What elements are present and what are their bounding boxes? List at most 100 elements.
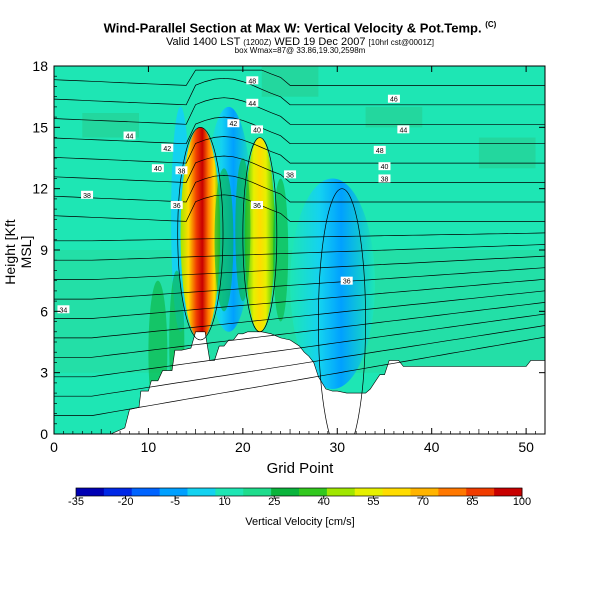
colorbar-swatch <box>299 488 328 496</box>
colorbar-frame <box>75 487 523 497</box>
theta-label: 38 <box>81 190 94 200</box>
theta-label: 34 <box>57 305 70 314</box>
colorbar-tick-label: 85 <box>466 496 478 508</box>
y-tick-label: 18 <box>32 58 48 74</box>
theta-label-box <box>246 76 259 85</box>
theta-label: 38 <box>284 170 297 179</box>
theta-label-text: 38 <box>286 172 294 179</box>
valid-date: WED 19 Dec 2007 <box>274 36 366 48</box>
theta-label-box <box>161 143 174 152</box>
theta-label-text: 34 <box>60 307 68 314</box>
chart-valid-time: Valid 1400 LST (1200Z) WED 19 Dec 2007 [… <box>0 36 600 48</box>
theta-contour <box>54 116 545 145</box>
theta-label-box <box>246 98 259 107</box>
colorbar-tick-label: 10 <box>219 496 231 508</box>
colorbar-swatch <box>382 488 411 496</box>
theta-contour <box>54 290 545 339</box>
colorbar-swatch <box>103 488 133 496</box>
theta-contour <box>54 232 545 242</box>
theta-label-box <box>81 190 94 199</box>
colorbar: -35 -20 -5 10 25 40 55 70 85 100 <box>68 487 531 508</box>
x-tick-label: 50 <box>518 439 534 455</box>
theta-label-text: 44 <box>248 101 256 108</box>
colorbar-tick-label: 25 <box>268 496 280 508</box>
theta-contour <box>54 336 545 416</box>
theta-label: 44 <box>246 98 259 108</box>
theta-contour <box>54 267 545 300</box>
colorbar-swatch <box>215 488 244 496</box>
x-tick-label: 40 <box>424 439 440 455</box>
theta-label-text: 42 <box>230 121 238 128</box>
x-tick-label: 10 <box>141 439 157 455</box>
theta-label: 40 <box>151 164 164 173</box>
theta-label: 48 <box>246 76 259 85</box>
colorbar-swatch <box>271 488 300 496</box>
theta-label-box <box>151 164 164 173</box>
upper-band-1 <box>261 66 319 97</box>
theta-label-text: 44 <box>126 134 134 141</box>
theta-labels: 44 44 48 46 44 42 40 38 42 40 48 40 38 38 38 36 36 36 34 <box>57 76 410 314</box>
theta-contour <box>54 77 545 106</box>
green-column-0 <box>214 168 234 312</box>
theta-label-box <box>340 276 353 285</box>
theta-label: 36 <box>340 276 353 286</box>
colorbar-tick-label: 100 <box>513 496 531 508</box>
theta-label-text: 38 <box>381 176 389 183</box>
colorbar-tick-label: -20 <box>118 496 134 508</box>
theta-label: 38 <box>175 166 188 175</box>
theta-label-text: 48 <box>376 148 384 155</box>
upper-band-2 <box>365 106 423 128</box>
theta-contour <box>54 255 545 280</box>
downdraft-region-0 <box>290 178 376 390</box>
valid-label: Valid 1400 LST <box>166 36 241 48</box>
theta-label: 46 <box>387 94 400 104</box>
theta-label-text: 36 <box>343 279 351 286</box>
updraft-core-1 <box>244 137 275 332</box>
x-tick-label: 20 <box>235 439 251 455</box>
colorbar-tick-label: -35 <box>68 496 84 508</box>
theta-label-text: 38 <box>178 168 186 175</box>
theta-label-box <box>397 125 410 134</box>
theta-label-box <box>378 162 391 171</box>
colorbar-label: Vertical Velocity [cm/s] <box>245 516 355 528</box>
theta-label-text: 42 <box>163 146 171 153</box>
theta-label-text: 38 <box>83 193 91 200</box>
theta-label: 44 <box>397 125 410 134</box>
theta-label-text: 44 <box>399 127 407 134</box>
theta-label-text: 48 <box>248 78 256 85</box>
x-axis-label: Grid Point <box>266 460 334 477</box>
chart-title-text: Wind-Parallel Section at Max W: Vertical… <box>103 20 482 36</box>
theta-label-box <box>387 94 400 103</box>
theta-label-box <box>227 119 240 128</box>
theta-contour <box>54 136 545 164</box>
theta-contour <box>54 278 545 319</box>
green-column-2 <box>273 178 289 322</box>
terrain <box>54 331 545 434</box>
chart-title-superscript: (C) <box>485 20 497 29</box>
plot-area <box>54 66 545 434</box>
theta-label: 42 <box>227 119 240 128</box>
colorbar-swatch <box>131 488 161 496</box>
colorbar-swatch <box>187 488 216 496</box>
theta-label-box <box>123 131 136 140</box>
downdraft-outline <box>318 188 366 434</box>
colorbar-tick-label: -5 <box>170 496 180 508</box>
colorbar-tick-label: 70 <box>417 496 429 508</box>
theta-label: 40 <box>378 162 391 171</box>
theta-label: 36 <box>170 201 183 210</box>
colorbar-swatch <box>410 488 439 496</box>
y-tick-label: 0 <box>40 426 48 442</box>
theta-contour <box>54 325 545 397</box>
theta-contour <box>54 302 545 358</box>
colorbar-swatch <box>243 488 272 496</box>
theta-label-box <box>251 125 264 134</box>
theta-label: 40 <box>251 125 264 134</box>
theta-label-text: 36 <box>173 203 181 210</box>
colorbar-tick-label: 40 <box>318 496 330 508</box>
theta-contour <box>54 155 545 183</box>
theta-label: 42 <box>161 143 174 153</box>
upper-band-3 <box>478 137 536 169</box>
colorbar-swatch <box>326 488 356 496</box>
theta-label-box <box>170 201 183 210</box>
colorbar-tick-label: 55 <box>367 496 379 508</box>
